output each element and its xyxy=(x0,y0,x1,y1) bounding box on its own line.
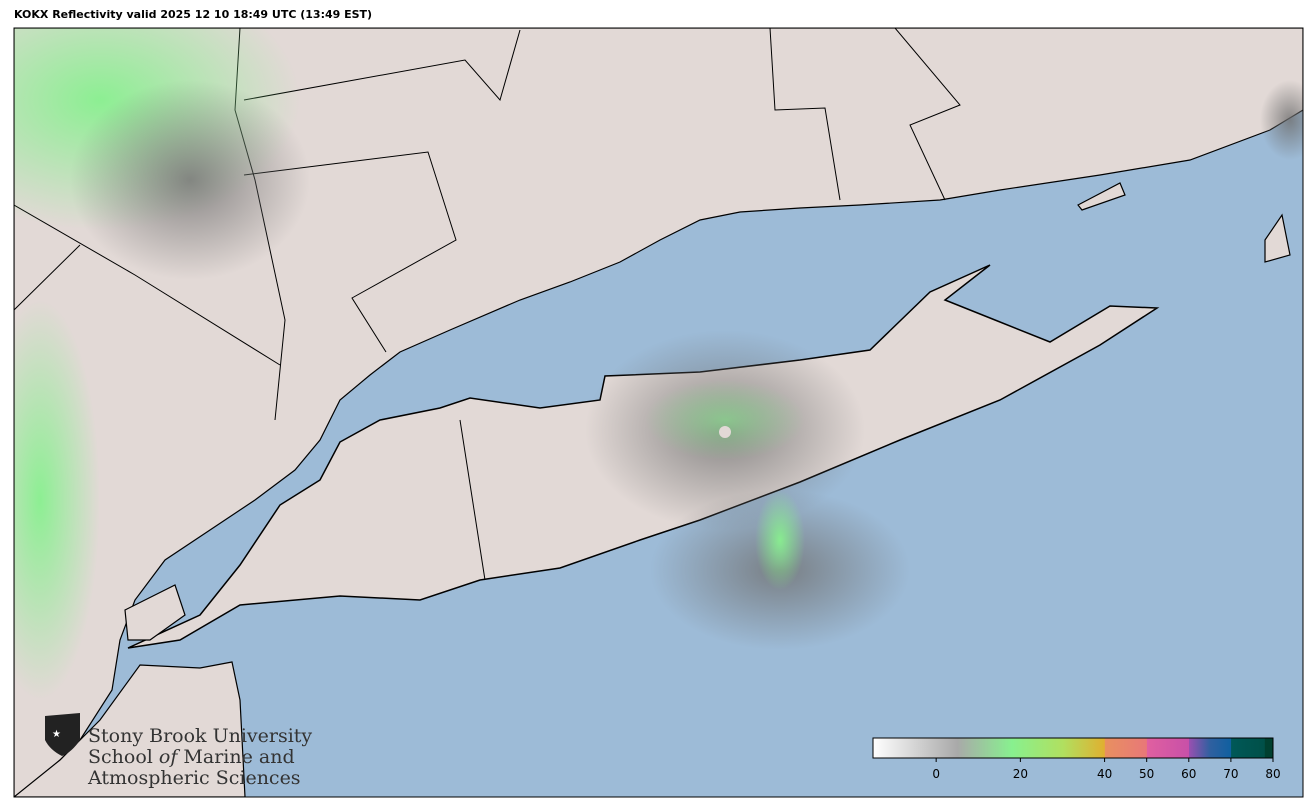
colorbar: 0 20 40 50 60 70 80 xyxy=(872,737,1281,781)
colorbar-tick-label: 80 xyxy=(1265,767,1280,781)
echo-top-right xyxy=(1260,80,1303,160)
radar-site-marker xyxy=(719,426,731,438)
logo-line-2: School of Marine and xyxy=(88,746,295,768)
new-jersey-shore xyxy=(14,661,246,797)
colorbar-tick-label: 20 xyxy=(1013,767,1028,781)
map-title: KOKX Reflectivity valid 2025 12 10 18:49… xyxy=(14,8,373,21)
block-island xyxy=(1264,213,1291,263)
colorbar-ticks: 0 20 40 50 60 70 80 xyxy=(932,758,1281,781)
colorbar-tick-label: 60 xyxy=(1181,767,1196,781)
mainland-land xyxy=(14,28,1303,797)
colorbar-tick-label: 50 xyxy=(1139,767,1154,781)
colorbar-fill xyxy=(872,737,1274,759)
echo-south-green xyxy=(755,490,805,590)
colorbar-tick-label: 70 xyxy=(1223,767,1238,781)
state-borders xyxy=(14,28,961,581)
logo-line-3: Atmospheric Sciences xyxy=(87,767,301,789)
colorbar-tick-label: 40 xyxy=(1097,767,1112,781)
echo-northwest-gray xyxy=(70,80,310,280)
radar-echoes xyxy=(14,28,1303,700)
staten-island xyxy=(124,584,186,641)
star-icon: ★ xyxy=(52,729,61,740)
logo-line-1: Stony Brook University xyxy=(88,725,312,747)
sbu-shield-icon xyxy=(45,713,80,756)
echo-radar-green xyxy=(645,380,805,460)
marthas-fishers-island xyxy=(1077,182,1126,211)
echo-west-green xyxy=(14,300,100,700)
map-frame xyxy=(13,27,1304,798)
sbu-logo: ★ Stony Brook University School of Marin… xyxy=(45,713,312,789)
colorbar-tick-label: 0 xyxy=(932,767,940,781)
